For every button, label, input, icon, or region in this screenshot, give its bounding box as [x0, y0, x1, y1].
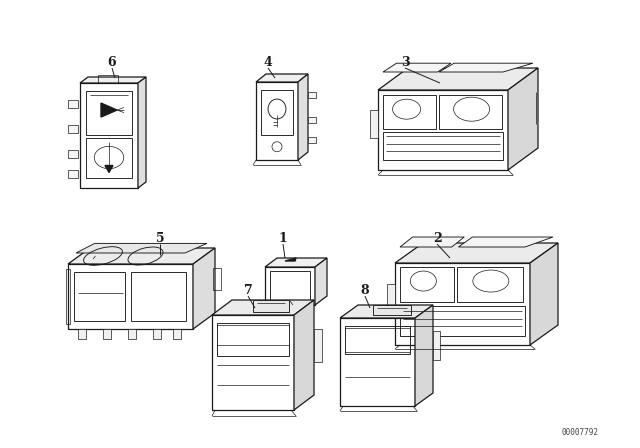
Bar — [78, 329, 86, 339]
Bar — [308, 117, 316, 123]
Polygon shape — [508, 68, 538, 170]
Bar — [86, 91, 132, 135]
Text: 2: 2 — [433, 232, 442, 245]
Bar — [400, 267, 454, 302]
Text: 1: 1 — [278, 232, 287, 245]
Bar — [265, 267, 315, 305]
Bar — [103, 329, 111, 339]
Text: 8: 8 — [361, 284, 369, 297]
Polygon shape — [340, 305, 433, 318]
Bar — [383, 132, 503, 160]
Bar — [378, 90, 508, 170]
Polygon shape — [378, 68, 538, 90]
Polygon shape — [80, 77, 146, 83]
Text: 5: 5 — [156, 232, 164, 245]
Polygon shape — [68, 248, 215, 264]
Polygon shape — [530, 243, 558, 345]
Polygon shape — [101, 103, 117, 117]
Bar — [308, 92, 316, 98]
Bar — [270, 271, 310, 301]
Bar — [387, 284, 395, 312]
Text: 00007792: 00007792 — [561, 427, 598, 436]
Polygon shape — [458, 237, 553, 247]
Polygon shape — [298, 74, 308, 160]
Polygon shape — [294, 300, 314, 410]
Polygon shape — [433, 332, 440, 360]
Bar — [373, 305, 410, 315]
Polygon shape — [395, 243, 558, 263]
Bar — [345, 326, 410, 354]
Bar — [68, 264, 193, 329]
Bar — [74, 272, 125, 321]
Bar — [253, 300, 289, 312]
Bar — [128, 329, 136, 339]
Polygon shape — [105, 165, 113, 172]
Polygon shape — [285, 258, 296, 261]
Bar — [256, 82, 298, 160]
Text: 6: 6 — [108, 56, 116, 69]
Bar — [153, 329, 161, 339]
Text: 3: 3 — [401, 56, 410, 69]
Polygon shape — [415, 305, 433, 406]
Polygon shape — [383, 63, 451, 72]
Bar — [80, 83, 138, 188]
Polygon shape — [138, 77, 146, 188]
Bar — [131, 272, 186, 321]
Bar — [68, 100, 78, 108]
Bar — [217, 323, 289, 356]
Text: 7: 7 — [244, 284, 252, 297]
Bar — [340, 318, 415, 406]
Bar — [261, 90, 293, 135]
Bar — [308, 137, 316, 143]
Bar — [68, 125, 78, 133]
Text: 4: 4 — [264, 56, 273, 69]
Bar — [439, 95, 502, 129]
Polygon shape — [76, 243, 207, 253]
Bar — [68, 150, 78, 158]
Bar — [395, 263, 530, 345]
Bar — [98, 75, 118, 83]
Polygon shape — [265, 258, 327, 267]
Bar — [86, 138, 132, 177]
Polygon shape — [315, 258, 327, 305]
Bar — [173, 329, 181, 339]
Bar — [400, 306, 525, 336]
Polygon shape — [193, 248, 215, 329]
Polygon shape — [439, 63, 533, 72]
Bar — [66, 269, 70, 324]
Bar — [383, 95, 436, 129]
Bar — [370, 110, 378, 138]
Bar — [212, 315, 294, 410]
Bar — [213, 267, 221, 290]
Polygon shape — [400, 237, 464, 247]
Polygon shape — [256, 74, 308, 82]
Polygon shape — [212, 300, 314, 315]
Bar — [68, 170, 78, 178]
Polygon shape — [314, 328, 322, 362]
Bar — [457, 267, 524, 302]
